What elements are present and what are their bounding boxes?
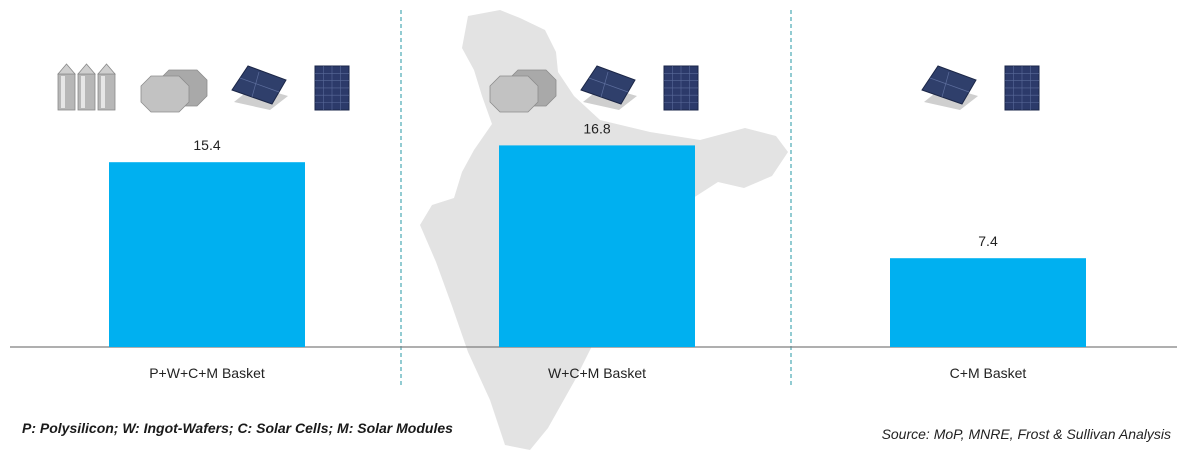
solar-cell-icon (580, 65, 637, 110)
solar-cell-icon (921, 65, 978, 110)
ingot-wafer-icon (140, 69, 208, 113)
solar-cell-icon (231, 65, 288, 110)
bar-value-label: 16.8 (583, 120, 610, 136)
ingot-wafer-icon (489, 69, 557, 113)
source-note: Source: MoP, MNRE, Frost & Sullivan Anal… (881, 426, 1171, 442)
bar-2 (499, 145, 695, 347)
bar-value-label: 15.4 (193, 137, 220, 153)
solar-module-icon (314, 65, 350, 111)
category-label: P+W+C+M Basket (149, 365, 265, 381)
bar-value-label: 7.4 (978, 233, 998, 249)
legend-footnote: P: Polysilicon; W: Ingot-Wafers; C: Sola… (22, 420, 453, 436)
solar-module-icon (1004, 65, 1040, 111)
category-label: W+C+M Basket (548, 365, 646, 381)
bar-1 (109, 162, 305, 347)
bar-3 (890, 258, 1086, 347)
polysilicon-icon (57, 63, 116, 111)
solar-module-icon (663, 65, 699, 111)
category-label: C+M Basket (950, 365, 1027, 381)
